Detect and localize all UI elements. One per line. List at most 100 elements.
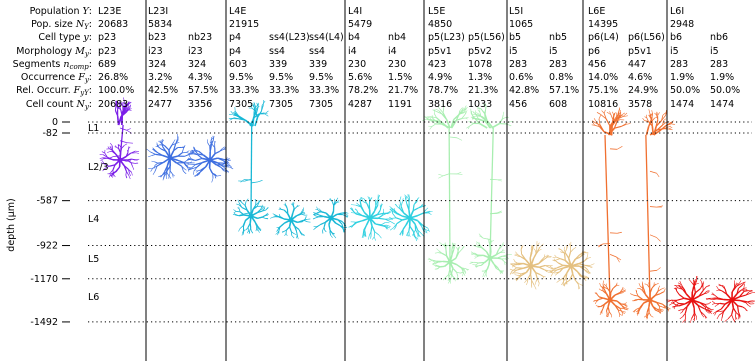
dendrite	[187, 167, 190, 172]
dendrite	[122, 101, 125, 106]
dendrite	[613, 116, 617, 122]
dendrite	[630, 293, 634, 296]
dendrite	[409, 225, 414, 232]
dendrite	[483, 269, 488, 274]
dendrite	[524, 280, 527, 283]
dendrite	[380, 222, 386, 226]
dendrite	[258, 228, 261, 231]
dendrite	[596, 294, 600, 298]
population-name: L4E	[229, 6, 246, 17]
cell-rel-occurrence: 24.9%	[628, 85, 658, 96]
dendrite	[261, 208, 265, 212]
dendrite	[645, 311, 648, 316]
dendrite	[662, 303, 667, 309]
dendrite	[385, 226, 390, 229]
dendrite	[738, 285, 742, 289]
dendrite	[240, 199, 243, 203]
dendrite	[654, 290, 659, 296]
dendrite	[716, 315, 720, 320]
dendrite	[708, 301, 712, 305]
cell-occurrence: 4.6%	[628, 72, 652, 83]
cell-count: 3578	[628, 99, 652, 110]
dendrite	[193, 146, 195, 151]
cell-type: ss4(L23)	[269, 32, 310, 43]
dendrite	[445, 274, 449, 279]
dendrite	[257, 180, 263, 183]
dendrite	[475, 243, 478, 246]
dendrite	[678, 284, 681, 287]
dendrite	[436, 111, 443, 115]
dendrite	[584, 264, 590, 267]
dendrite	[642, 284, 645, 289]
dendrite	[125, 102, 127, 105]
dendrite	[150, 151, 156, 155]
dendrite	[486, 120, 494, 129]
dendrite	[516, 272, 522, 275]
dendrite	[432, 263, 436, 266]
layer-label: L6	[88, 292, 99, 303]
dendrite	[351, 222, 357, 227]
cell-occurrence: 1.9%	[710, 72, 734, 83]
dendrite	[366, 203, 371, 211]
dendrite	[491, 239, 495, 243]
dendrite	[693, 317, 695, 321]
dendrite	[369, 197, 372, 201]
cell-rel-occurrence: 33.3%	[229, 85, 259, 96]
dendrite	[183, 145, 186, 149]
dendrite	[694, 312, 697, 317]
dendrite	[397, 206, 401, 210]
dendrite	[126, 171, 130, 176]
dendrite	[620, 112, 626, 117]
dendrite	[301, 209, 304, 212]
dendrite	[298, 229, 302, 234]
dendrite	[649, 170, 657, 174]
dendrite	[553, 269, 558, 271]
dendrite	[682, 318, 686, 323]
dendrite	[514, 261, 519, 264]
dendrite	[200, 166, 207, 172]
dendrite	[662, 122, 667, 126]
cell-segments: 230	[348, 59, 366, 70]
dendrite	[704, 314, 707, 319]
dendrite	[646, 117, 649, 122]
dendrite	[395, 217, 403, 221]
dendrite	[452, 267, 457, 273]
dendrite	[233, 211, 237, 213]
dendrite	[682, 312, 686, 318]
dendrite	[108, 156, 114, 160]
dendrite	[456, 171, 462, 175]
dendrite	[608, 311, 612, 316]
dendrite	[451, 274, 456, 279]
dendrite	[691, 313, 695, 319]
dendrite	[681, 284, 685, 290]
dendrite	[471, 253, 474, 256]
dendrite	[709, 308, 714, 311]
dendrite	[181, 146, 184, 148]
dendrite	[188, 157, 191, 160]
cell-count: 3816	[428, 99, 452, 110]
depth-tick-label: -922	[36, 241, 58, 252]
dendrite	[558, 248, 562, 251]
dendrite	[166, 172, 170, 177]
dendrite	[442, 107, 445, 113]
dendrite	[439, 109, 444, 114]
dendrite	[112, 174, 114, 178]
dendrite	[514, 253, 518, 255]
dendrite	[193, 174, 198, 177]
dendrite	[556, 256, 561, 260]
dendrite	[543, 256, 548, 261]
dendrite	[442, 103, 445, 108]
dendrite	[565, 253, 570, 259]
dendrite	[261, 216, 266, 219]
dendrite	[367, 196, 370, 200]
dendrite	[355, 208, 357, 211]
dendrite	[374, 231, 380, 236]
dendrite	[563, 277, 567, 281]
dendrite	[437, 106, 441, 110]
dendrite	[688, 279, 692, 283]
dendrite	[708, 310, 712, 315]
dendrite	[395, 223, 398, 228]
dendrite	[578, 265, 585, 268]
dendrite	[355, 220, 363, 224]
dendrite	[408, 194, 410, 199]
